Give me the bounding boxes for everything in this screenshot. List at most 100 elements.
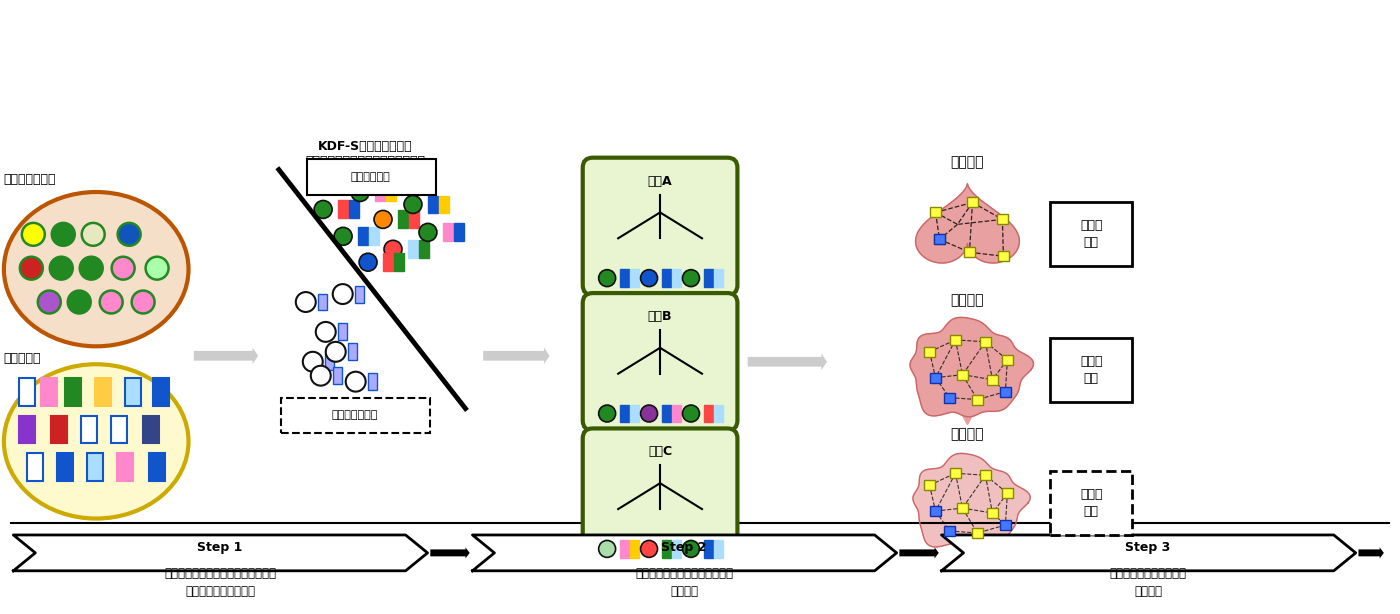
Bar bbox=[125, 378, 141, 406]
Bar bbox=[318, 293, 326, 311]
Bar bbox=[349, 201, 358, 219]
Text: 関連性
なし: 関連性 なし bbox=[1079, 488, 1102, 518]
Bar bbox=[620, 540, 629, 558]
Circle shape bbox=[333, 284, 353, 304]
Bar bbox=[370, 227, 379, 245]
FancyBboxPatch shape bbox=[1050, 472, 1133, 535]
Bar bbox=[111, 416, 127, 443]
Bar bbox=[967, 198, 979, 208]
Bar bbox=[704, 540, 713, 558]
Bar bbox=[987, 508, 998, 518]
Bar bbox=[398, 211, 409, 228]
Circle shape bbox=[38, 290, 60, 314]
Text: Step 3: Step 3 bbox=[1126, 542, 1170, 554]
Bar bbox=[454, 223, 463, 241]
Text: 食品成分化合物とヒトタンパク質の
相互作用性を探索する: 食品成分化合物とヒトタンパク質の 相互作用性を探索する bbox=[164, 567, 276, 598]
Bar bbox=[620, 405, 629, 422]
Circle shape bbox=[81, 223, 105, 246]
Bar bbox=[662, 540, 671, 558]
Circle shape bbox=[314, 201, 332, 219]
Polygon shape bbox=[942, 535, 1355, 571]
Bar bbox=[987, 375, 998, 384]
Bar bbox=[951, 335, 960, 345]
Bar bbox=[934, 235, 945, 244]
Bar bbox=[325, 353, 333, 370]
Bar bbox=[951, 468, 960, 478]
Circle shape bbox=[112, 257, 134, 279]
Polygon shape bbox=[913, 453, 1030, 548]
Bar bbox=[409, 211, 419, 228]
Circle shape bbox=[99, 290, 123, 314]
Circle shape bbox=[641, 405, 658, 422]
Bar bbox=[428, 195, 438, 214]
Text: タンパク質: タンパク質 bbox=[3, 352, 41, 365]
Bar bbox=[630, 405, 640, 422]
Text: 食品A: 食品A bbox=[648, 174, 672, 188]
Bar bbox=[714, 270, 724, 287]
Polygon shape bbox=[910, 317, 1033, 417]
Circle shape bbox=[346, 371, 365, 392]
Circle shape bbox=[682, 405, 700, 422]
Bar bbox=[28, 453, 43, 481]
Circle shape bbox=[20, 257, 43, 279]
Bar bbox=[368, 373, 377, 390]
Text: スパース性ロジスティック回帰分析: スパース性ロジスティック回帰分析 bbox=[305, 155, 426, 168]
Bar bbox=[714, 540, 724, 558]
Bar bbox=[358, 227, 368, 245]
Bar bbox=[337, 324, 347, 340]
Bar bbox=[419, 240, 428, 258]
Text: 相互作用ペア: 相互作用ペア bbox=[351, 171, 391, 182]
Bar bbox=[339, 201, 349, 219]
Bar bbox=[42, 378, 57, 406]
Text: 関連性
あり: 関連性 あり bbox=[1079, 219, 1102, 249]
Bar bbox=[630, 270, 640, 287]
Ellipse shape bbox=[4, 364, 189, 519]
Circle shape bbox=[374, 211, 392, 228]
Bar bbox=[347, 343, 357, 360]
Circle shape bbox=[641, 540, 658, 558]
Circle shape bbox=[52, 223, 74, 246]
Bar bbox=[934, 235, 945, 244]
Bar bbox=[930, 506, 941, 516]
Circle shape bbox=[311, 366, 330, 386]
Circle shape bbox=[599, 270, 616, 287]
Bar bbox=[972, 395, 983, 405]
Circle shape bbox=[146, 257, 168, 279]
Circle shape bbox=[384, 240, 402, 258]
Bar bbox=[95, 378, 111, 406]
Circle shape bbox=[405, 195, 421, 214]
Polygon shape bbox=[962, 415, 973, 425]
Bar bbox=[958, 370, 967, 379]
Bar bbox=[704, 270, 713, 287]
Bar bbox=[998, 251, 1009, 261]
Bar bbox=[958, 503, 967, 513]
Circle shape bbox=[326, 342, 346, 362]
Bar bbox=[630, 540, 640, 558]
Bar bbox=[965, 247, 974, 257]
Polygon shape bbox=[962, 546, 973, 555]
Bar bbox=[57, 453, 73, 481]
Bar bbox=[714, 405, 724, 422]
Bar bbox=[66, 378, 81, 406]
FancyBboxPatch shape bbox=[281, 398, 430, 433]
Bar bbox=[333, 367, 342, 384]
Polygon shape bbox=[916, 184, 1019, 263]
Circle shape bbox=[118, 223, 140, 246]
FancyBboxPatch shape bbox=[582, 429, 738, 566]
FancyBboxPatch shape bbox=[582, 158, 738, 295]
Bar bbox=[409, 240, 419, 258]
Text: Step 2: Step 2 bbox=[661, 542, 707, 554]
Circle shape bbox=[419, 223, 437, 241]
Bar bbox=[972, 528, 983, 538]
Bar bbox=[20, 416, 35, 443]
Text: 機能性３: 機能性３ bbox=[951, 427, 984, 441]
Bar bbox=[980, 470, 991, 480]
FancyBboxPatch shape bbox=[582, 293, 738, 430]
Bar bbox=[944, 392, 955, 403]
Bar bbox=[930, 373, 941, 383]
Circle shape bbox=[599, 540, 616, 558]
Text: 関連性
あり: 関連性 あり bbox=[1079, 355, 1102, 385]
Text: 食品成分化合物: 食品成分化合物 bbox=[3, 173, 56, 186]
Text: 食品C: 食品C bbox=[648, 445, 672, 459]
Bar bbox=[20, 378, 35, 406]
